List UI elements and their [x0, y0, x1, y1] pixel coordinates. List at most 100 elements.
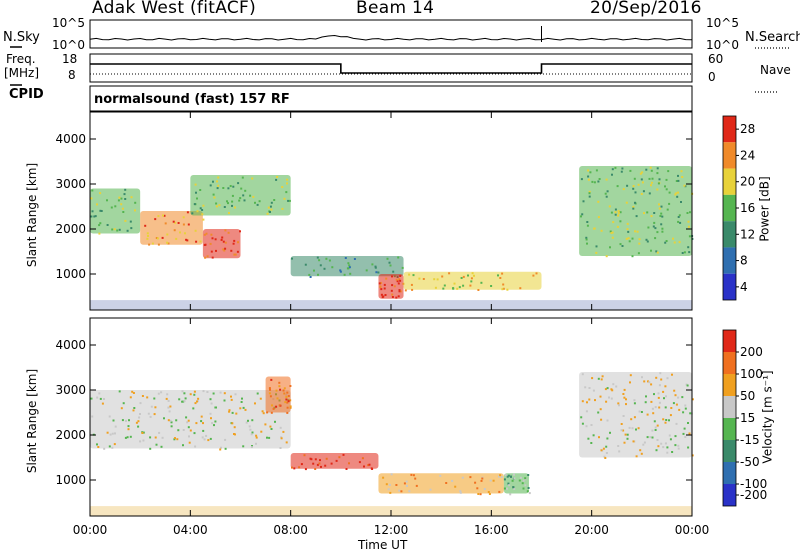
power-speckle — [199, 207, 202, 210]
power-speckle — [166, 233, 169, 236]
velocity-speckle — [606, 437, 609, 440]
velocity-speckle — [439, 474, 442, 477]
power-speckle — [656, 172, 659, 175]
velocity-speckle — [492, 479, 495, 482]
velocity-speckle — [287, 395, 290, 397]
velocity-speckle — [259, 397, 262, 400]
velocity-speckle — [507, 474, 510, 477]
power-speckle — [98, 232, 101, 235]
velocity-speckle — [254, 402, 256, 405]
velocity-speckle — [108, 415, 111, 418]
power-speckle — [676, 195, 679, 198]
power-speckle — [199, 240, 202, 243]
velocity-speckle — [193, 432, 196, 435]
power-speckle — [117, 199, 120, 202]
velocity-speckle — [675, 422, 678, 425]
power-speckle — [134, 201, 137, 204]
velocity-speckle — [194, 402, 197, 405]
velocity-speckle — [653, 393, 655, 396]
velocity-speckle — [597, 377, 600, 380]
velocity-speckle — [664, 421, 667, 424]
power-speckle — [201, 213, 204, 216]
velocity-speckle — [633, 416, 636, 419]
nsearch-tick-low: 10^0 — [706, 38, 739, 52]
velocity-speckle — [103, 447, 106, 450]
velocity-speckle — [606, 419, 609, 422]
velocity-speckle — [298, 466, 301, 469]
power-speckle — [202, 204, 205, 207]
power-region-speckles-6 — [404, 272, 538, 292]
power-speckle — [535, 272, 538, 275]
velocity-speckle — [590, 424, 593, 426]
power-speckle — [597, 216, 600, 219]
velocity-speckle — [120, 407, 123, 410]
velocity-speckle — [389, 491, 392, 494]
velocity-speckle — [600, 449, 603, 452]
velocity-speckle — [631, 427, 634, 430]
velocity-speckle — [664, 442, 667, 445]
velocity-speckle — [654, 406, 657, 409]
power-speckle — [287, 199, 290, 202]
velocity-speckle — [187, 419, 190, 422]
power-speckle — [157, 215, 160, 218]
power-speckle — [113, 228, 116, 231]
power-speckle — [650, 184, 652, 187]
velocity-speckle — [382, 476, 385, 479]
power-speckle — [412, 274, 415, 277]
power-speckle — [182, 216, 185, 219]
velocity-speckle — [291, 466, 293, 469]
velocity-speckle — [255, 442, 257, 445]
velocity-colorbar-tick-label: -200 — [740, 488, 767, 502]
velocity-speckle — [275, 405, 278, 408]
nsearch-label: N.Search — [745, 30, 800, 45]
power-speckle — [383, 287, 386, 290]
power-speckle — [90, 215, 93, 218]
power-speckle — [631, 255, 634, 258]
velocity-speckle — [324, 464, 327, 467]
power-speckle — [344, 257, 347, 259]
velocity-speckle — [643, 441, 646, 444]
power-speckle — [631, 237, 634, 240]
power-speckle — [201, 209, 204, 211]
power-speckle — [586, 242, 588, 245]
velocity-speckle — [519, 476, 522, 479]
power-speckle — [144, 224, 147, 227]
velocity-speckle — [283, 387, 286, 390]
velocity-region-speckles-5 — [580, 372, 694, 459]
velocity-speckle — [633, 402, 636, 405]
power-speckle — [653, 212, 656, 214]
velocity-speckle — [361, 457, 364, 460]
velocity-speckle — [215, 406, 217, 409]
velocity-speckle — [230, 398, 233, 401]
power-speckle — [99, 209, 102, 212]
power-speckle — [118, 228, 121, 231]
velocity-speckle — [255, 434, 258, 437]
power-speckle — [385, 277, 388, 280]
velocity-speckle — [591, 377, 594, 380]
power-speckle — [331, 266, 334, 269]
power-speckle — [90, 197, 93, 200]
velocity-speckle — [233, 433, 235, 435]
velocity-speckle — [163, 417, 165, 420]
velocity-speckle — [154, 436, 157, 439]
power-speckle — [380, 293, 383, 296]
power-speckle — [606, 190, 609, 193]
velocity-speckle — [648, 381, 651, 384]
velocity-region-speckles-2 — [291, 453, 374, 471]
velocity-speckle — [278, 381, 281, 384]
power-speckle — [620, 170, 623, 173]
power-speckle — [655, 250, 658, 253]
power-speckle — [686, 212, 689, 214]
velocity-speckle — [606, 387, 609, 390]
power-speckle — [638, 238, 641, 241]
velocity-speckle — [189, 393, 192, 396]
power-speckle — [595, 251, 598, 254]
velocity-speckle — [168, 410, 171, 413]
power-speckle — [677, 216, 680, 218]
velocity-speckle — [664, 385, 667, 388]
velocity-speckle — [403, 482, 406, 485]
velocity-speckle — [245, 421, 248, 424]
velocity-speckle — [669, 438, 672, 441]
power-speckle — [638, 242, 641, 245]
velocity-speckle — [275, 389, 278, 392]
